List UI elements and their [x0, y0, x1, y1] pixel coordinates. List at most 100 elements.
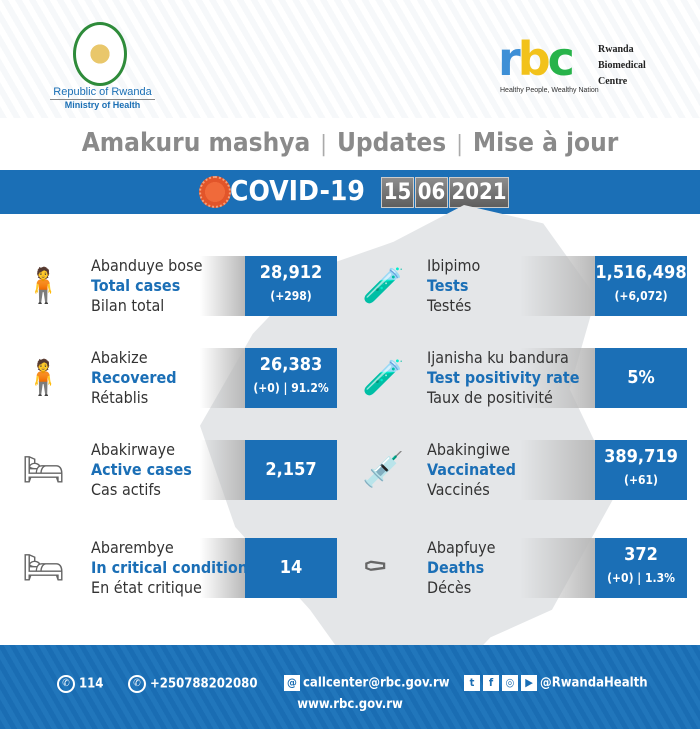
stat-card-vaccinated: 💉 Abakingiwe Vaccinated Vaccinés 389,719… — [0, 440, 700, 500]
rbc-name-line: Rwanda — [598, 44, 634, 55]
hotline-text: 114 — [79, 676, 104, 692]
date-day: 15 — [381, 177, 414, 208]
youtube-icon: ▶ — [521, 675, 537, 691]
card-gradient — [520, 348, 595, 408]
title-fr: Mise à jour — [472, 128, 619, 158]
page-title: Amakuru mashya | Updates | Mise à jour — [81, 128, 619, 158]
footer: ✆ 114 ✆ +250788202080 @ callcenter@rbc.gov.… — [0, 645, 700, 729]
value: 28,912 — [259, 262, 323, 283]
change: (+298) — [270, 289, 312, 303]
value: 5% — [627, 367, 655, 388]
card-gradient — [200, 538, 245, 598]
label-kinyarwanda: Ibipimo — [427, 256, 481, 275]
label-english: Tests — [427, 276, 469, 295]
label-kinyarwanda: Abanduye bose — [91, 256, 203, 275]
ministry-label: Ministry of Health — [64, 100, 141, 110]
social[interactable]: t f ◎ ▶ @RwandaHealth — [464, 675, 648, 691]
stat-card-tests: 🧪 Ibipimo Tests Testés 1,516,498 (+6,072) — [0, 256, 700, 316]
label-french: Bilan total — [91, 296, 165, 315]
label-french: Cas actifs — [91, 480, 161, 499]
facebook-icon: f — [483, 675, 499, 691]
label-kinyarwanda: Abakingiwe — [427, 440, 511, 459]
value-box: 26,383 (+0) | 91.2% — [245, 348, 337, 408]
value-box: 2,157 — [245, 440, 337, 500]
label-english: Deaths — [427, 558, 485, 577]
label-french: Décès — [427, 578, 472, 597]
card-gradient — [520, 440, 595, 500]
label-kinyarwanda: Abapfuye — [427, 538, 496, 557]
rbc-tagline: Healthy People, Wealthy Nation — [500, 87, 599, 94]
stat-card-deaths: ⚰ Abapfuye Deaths Décès 372 (+0) | 1.3% — [0, 538, 700, 598]
person-virus-icon: 🧍 — [22, 266, 65, 306]
title-en: Updates — [336, 128, 447, 158]
phone-icon: ✆ — [57, 675, 75, 693]
label-french: Rétablis — [91, 388, 149, 407]
value: 372 — [624, 544, 658, 565]
card-gradient — [520, 256, 595, 316]
critical-bed-icon: 🛏 — [22, 548, 66, 588]
label-french: En état critique — [91, 578, 202, 597]
card-gradient — [200, 440, 245, 500]
value-box: 389,719 (+61) — [595, 440, 687, 500]
social-handle: @RwandaHealth — [540, 675, 648, 691]
test-tube-icon: 🧪 — [362, 266, 405, 306]
card-gradient — [200, 348, 245, 408]
title-rw: Amakuru mashya — [81, 128, 311, 158]
twitter-icon: t — [464, 675, 480, 691]
stat-card-recovered: 🧍 Abakize Recovered Rétablis 26,383 (+0) … — [0, 348, 700, 408]
rbc-name: Rwanda Biomedical Centre — [598, 42, 646, 90]
email[interactable]: @ callcenter@rbc.gov.rw — [284, 675, 450, 691]
stat-card-test-positivity-rate: 🧪 Ijanisha ku bandura Test positivity ra… — [0, 348, 700, 408]
value: 2,157 — [265, 459, 317, 480]
email-text: callcenter@rbc.gov.rw — [303, 675, 450, 691]
label-kinyarwanda: Abarembye — [91, 538, 174, 557]
phone-text: +250788202080 — [150, 676, 258, 692]
person-shield-heart-icon: 🧍 — [22, 358, 65, 398]
change: (+61) — [624, 473, 658, 487]
card-gradient — [200, 256, 245, 316]
website[interactable]: www.rbc.gov.rw — [297, 697, 403, 712]
label-kinyarwanda: Abakirwaye — [91, 440, 176, 459]
value: 14 — [279, 557, 303, 578]
value-box: 372 (+0) | 1.3% — [595, 538, 687, 598]
republic-label: Republic of Rwanda — [50, 86, 155, 100]
label-english: Total cases — [91, 276, 181, 295]
change: (+6,072) — [614, 289, 668, 303]
value-box: 1,516,498 (+6,072) — [595, 256, 687, 316]
date-month: 06 — [415, 177, 448, 208]
date-year: 2021 — [449, 177, 509, 208]
card-gradient — [520, 538, 595, 598]
instagram-icon: ◎ — [502, 675, 518, 691]
label-french: Taux de positivité — [427, 388, 553, 407]
label-english: Test positivity rate — [427, 368, 580, 387]
label-kinyarwanda: Abakize — [91, 348, 148, 367]
value: 389,719 — [604, 446, 678, 467]
rwanda-coat-of-arms-logo — [73, 22, 127, 86]
value-box: 28,912 (+298) — [245, 256, 337, 316]
label-english: Recovered — [91, 368, 177, 387]
stat-card-active-cases: 🛏 Abakirwaye Active cases Cas actifs 2,1… — [0, 440, 700, 500]
patient-bed-icon: 🛏 — [22, 450, 66, 490]
whatsapp-phone[interactable]: ✆ +250788202080 — [128, 675, 257, 693]
covid-band — [0, 170, 700, 214]
stat-card-in-critical-condition: 🛏 Abarembye In critical condition En éta… — [0, 538, 700, 598]
value: 26,383 — [259, 354, 323, 375]
label-french: Testés — [427, 296, 472, 315]
value-box: 14 — [245, 538, 337, 598]
value: 1,516,498 — [595, 262, 687, 283]
label-english: Active cases — [91, 460, 192, 479]
change: (+0) | 1.3% — [607, 571, 675, 585]
virus-icon — [199, 176, 231, 208]
coffin-icon: ⚰ — [362, 548, 388, 588]
label-english: Vaccinated — [427, 460, 516, 479]
rbc-name-line: Centre — [598, 76, 628, 87]
rbc-logo: rbc — [498, 32, 575, 86]
hotline[interactable]: ✆ 114 — [57, 675, 103, 693]
test-tubes-percent-icon: 🧪 — [362, 358, 405, 398]
stat-card-total-cases: 🧍 Abanduye bose Total cases Bilan total … — [0, 256, 700, 316]
change: (+0) | 91.2% — [253, 381, 329, 395]
email-icon: @ — [284, 675, 300, 691]
label-french: Vaccinés — [427, 480, 490, 499]
value-box: 5% — [595, 348, 687, 408]
rbc-name-line: Biomedical — [598, 60, 646, 71]
